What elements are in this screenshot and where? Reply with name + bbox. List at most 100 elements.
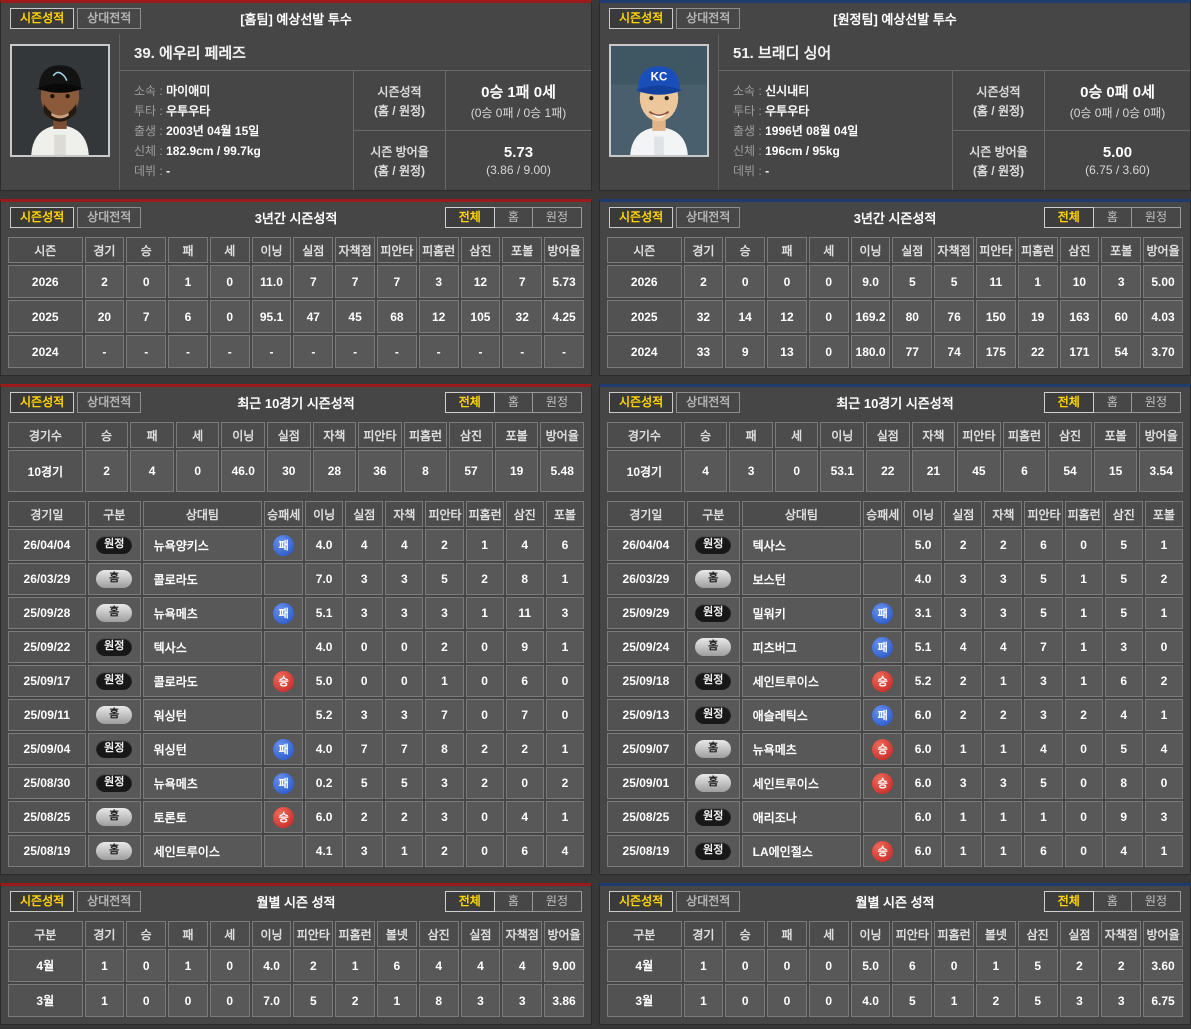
stat-cell: 7 bbox=[126, 300, 167, 333]
stat-cell: 5.00 bbox=[1143, 265, 1183, 298]
row-label-cell: 10경기 bbox=[607, 450, 682, 492]
stat-cell: - bbox=[460, 335, 501, 368]
stat-cell: 6 bbox=[505, 835, 544, 867]
tab[interactable]: 상대전적 bbox=[676, 8, 741, 29]
venue-cell: 원정 bbox=[686, 529, 740, 561]
result-badge: 패 bbox=[872, 704, 894, 726]
tab[interactable]: 시즌성적 bbox=[609, 891, 674, 912]
filter-button[interactable]: 전체 bbox=[1043, 207, 1094, 228]
player-info-line: 신체196cm / 95kg bbox=[733, 142, 938, 159]
stat-cell: 6.0 bbox=[904, 733, 943, 765]
filter-button[interactable]: 원정 bbox=[532, 207, 582, 228]
info-label: 투타 bbox=[733, 104, 765, 118]
venue-badge: 원정 bbox=[96, 536, 133, 554]
game-date-cell: 25/09/13 bbox=[607, 699, 685, 731]
tab-group: 시즌성적 상대전적 bbox=[609, 891, 741, 912]
game-date-cell: 25/09/07 bbox=[607, 733, 685, 765]
stat-cell: 5.0 bbox=[904, 529, 943, 561]
filter-button[interactable]: 원정 bbox=[532, 392, 582, 413]
stat-cell: 74 bbox=[934, 335, 974, 368]
tab[interactable]: 시즌성적 bbox=[609, 392, 674, 413]
tab[interactable]: 상대전적 bbox=[77, 8, 142, 29]
column-header: 세 bbox=[808, 921, 849, 947]
venue-badge: 원정 bbox=[695, 706, 732, 724]
result-cell bbox=[264, 631, 304, 663]
tab[interactable]: 상대전적 bbox=[77, 207, 142, 228]
stat-cell: 3 bbox=[1104, 631, 1143, 663]
row-label-cell: 4월 bbox=[607, 949, 682, 982]
stat-cell: 5.1 bbox=[305, 597, 344, 629]
info-value: 마이애미 bbox=[166, 84, 211, 98]
filter-button[interactable]: 홈 bbox=[494, 891, 533, 912]
home-three-year-section: 시즌성적 상대전적 3년간 시즌성적 전체 홈 원정 시즌 경기 승 패 세 이닝 실점 자책점 피안… bbox=[0, 199, 592, 376]
info-value: 우투우타 bbox=[765, 104, 810, 118]
info-value: 신시내티 bbox=[765, 84, 810, 98]
filter-button[interactable]: 홈 bbox=[1093, 207, 1132, 228]
stat-cell: 3 bbox=[1059, 984, 1100, 1017]
stat-cell: 3 bbox=[545, 597, 584, 629]
tab[interactable]: 시즌성적 bbox=[609, 8, 674, 29]
tab[interactable]: 시즌성적 bbox=[10, 207, 75, 228]
season-stat-row: 2026 2 0 0 0 9.0 5 5 11 1 10 3 5 bbox=[607, 265, 1183, 298]
opponent-cell: 뉴욕메츠 bbox=[741, 733, 862, 765]
venue-cell: 홈 bbox=[87, 835, 141, 867]
game-log-row: 25/08/30 원정 뉴욕메츠 패 0.2 5 5 3 2 0 2 bbox=[8, 767, 584, 799]
filter-button[interactable]: 홈 bbox=[1093, 392, 1132, 413]
game-date-cell: 26/04/04 bbox=[607, 529, 685, 561]
venue-badge: 홈 bbox=[695, 774, 732, 792]
stat-cell: - bbox=[84, 335, 125, 368]
row-label-cell: 2025 bbox=[8, 300, 83, 333]
filter-button[interactable]: 원정 bbox=[1131, 207, 1181, 228]
tab[interactable]: 상대전적 bbox=[77, 891, 142, 912]
filter-button[interactable]: 원정 bbox=[532, 891, 582, 912]
filter-button[interactable]: 홈 bbox=[1093, 891, 1132, 912]
filter-button[interactable]: 원정 bbox=[1131, 392, 1181, 413]
stat-cell: - bbox=[418, 335, 459, 368]
monthly-stat-row: 3월 1 0 0 0 4.0 5 1 2 5 3 3 6.75 bbox=[607, 984, 1183, 1017]
scope-filter: 전체 홈 원정 bbox=[1043, 891, 1181, 912]
stat-cell: 7 bbox=[345, 733, 384, 765]
tab[interactable]: 시즌성적 bbox=[10, 891, 75, 912]
column-header: 볼넷 bbox=[376, 921, 417, 947]
column-header: 승패세 bbox=[264, 501, 304, 527]
tab[interactable]: 상대전적 bbox=[676, 207, 741, 228]
stat-cell: 7 bbox=[1024, 631, 1063, 663]
filter-button[interactable]: 전체 bbox=[444, 392, 495, 413]
filter-button[interactable]: 전체 bbox=[1043, 392, 1094, 413]
column-header: 상대팀 bbox=[741, 501, 862, 527]
stat-cell: 7 bbox=[376, 265, 417, 298]
tab[interactable]: 상대전적 bbox=[676, 891, 741, 912]
tab[interactable]: 시즌성적 bbox=[10, 392, 75, 413]
stat-cell: 3 bbox=[984, 767, 1023, 799]
stat-cell: 6 bbox=[1024, 835, 1063, 867]
summary-value-main: 0승 0패 0세 bbox=[1080, 83, 1155, 101]
stat-cell: 0 bbox=[465, 699, 504, 731]
stat-cell: 3 bbox=[345, 699, 384, 731]
stat-cell: 2 bbox=[465, 767, 504, 799]
column-header: 피홈런 bbox=[934, 921, 974, 947]
column-header: 승 bbox=[126, 237, 167, 263]
game-date-cell: 25/09/18 bbox=[607, 665, 685, 697]
filter-button[interactable]: 전체 bbox=[444, 891, 495, 912]
filter-button[interactable]: 전체 bbox=[444, 207, 495, 228]
venue-badge: 홈 bbox=[96, 570, 133, 588]
tab[interactable]: 상대전적 bbox=[676, 392, 741, 413]
stat-cell: 5 bbox=[1104, 733, 1143, 765]
stat-cell: 6 bbox=[892, 949, 933, 982]
tab[interactable]: 상대전적 bbox=[77, 392, 142, 413]
filter-button[interactable]: 홈 bbox=[494, 207, 533, 228]
stat-cell: 2 bbox=[1101, 949, 1142, 982]
tab[interactable]: 시즌성적 bbox=[10, 8, 75, 29]
filter-button[interactable]: 홈 bbox=[494, 392, 533, 413]
stat-cell: 3.60 bbox=[1143, 949, 1183, 982]
tab[interactable]: 시즌성적 bbox=[609, 207, 674, 228]
result-cell: 승 bbox=[863, 665, 903, 697]
filter-button[interactable]: 전체 bbox=[1043, 891, 1094, 912]
scope-filter: 전체 홈 원정 bbox=[1043, 392, 1181, 413]
column-header: 자책점 bbox=[335, 237, 375, 263]
filter-button[interactable]: 원정 bbox=[1131, 891, 1181, 912]
stat-cell: 1 bbox=[984, 801, 1023, 833]
result-cell: 승 bbox=[264, 801, 304, 833]
info-label: 데뷔 bbox=[134, 164, 166, 178]
column-header: 세 bbox=[209, 237, 250, 263]
